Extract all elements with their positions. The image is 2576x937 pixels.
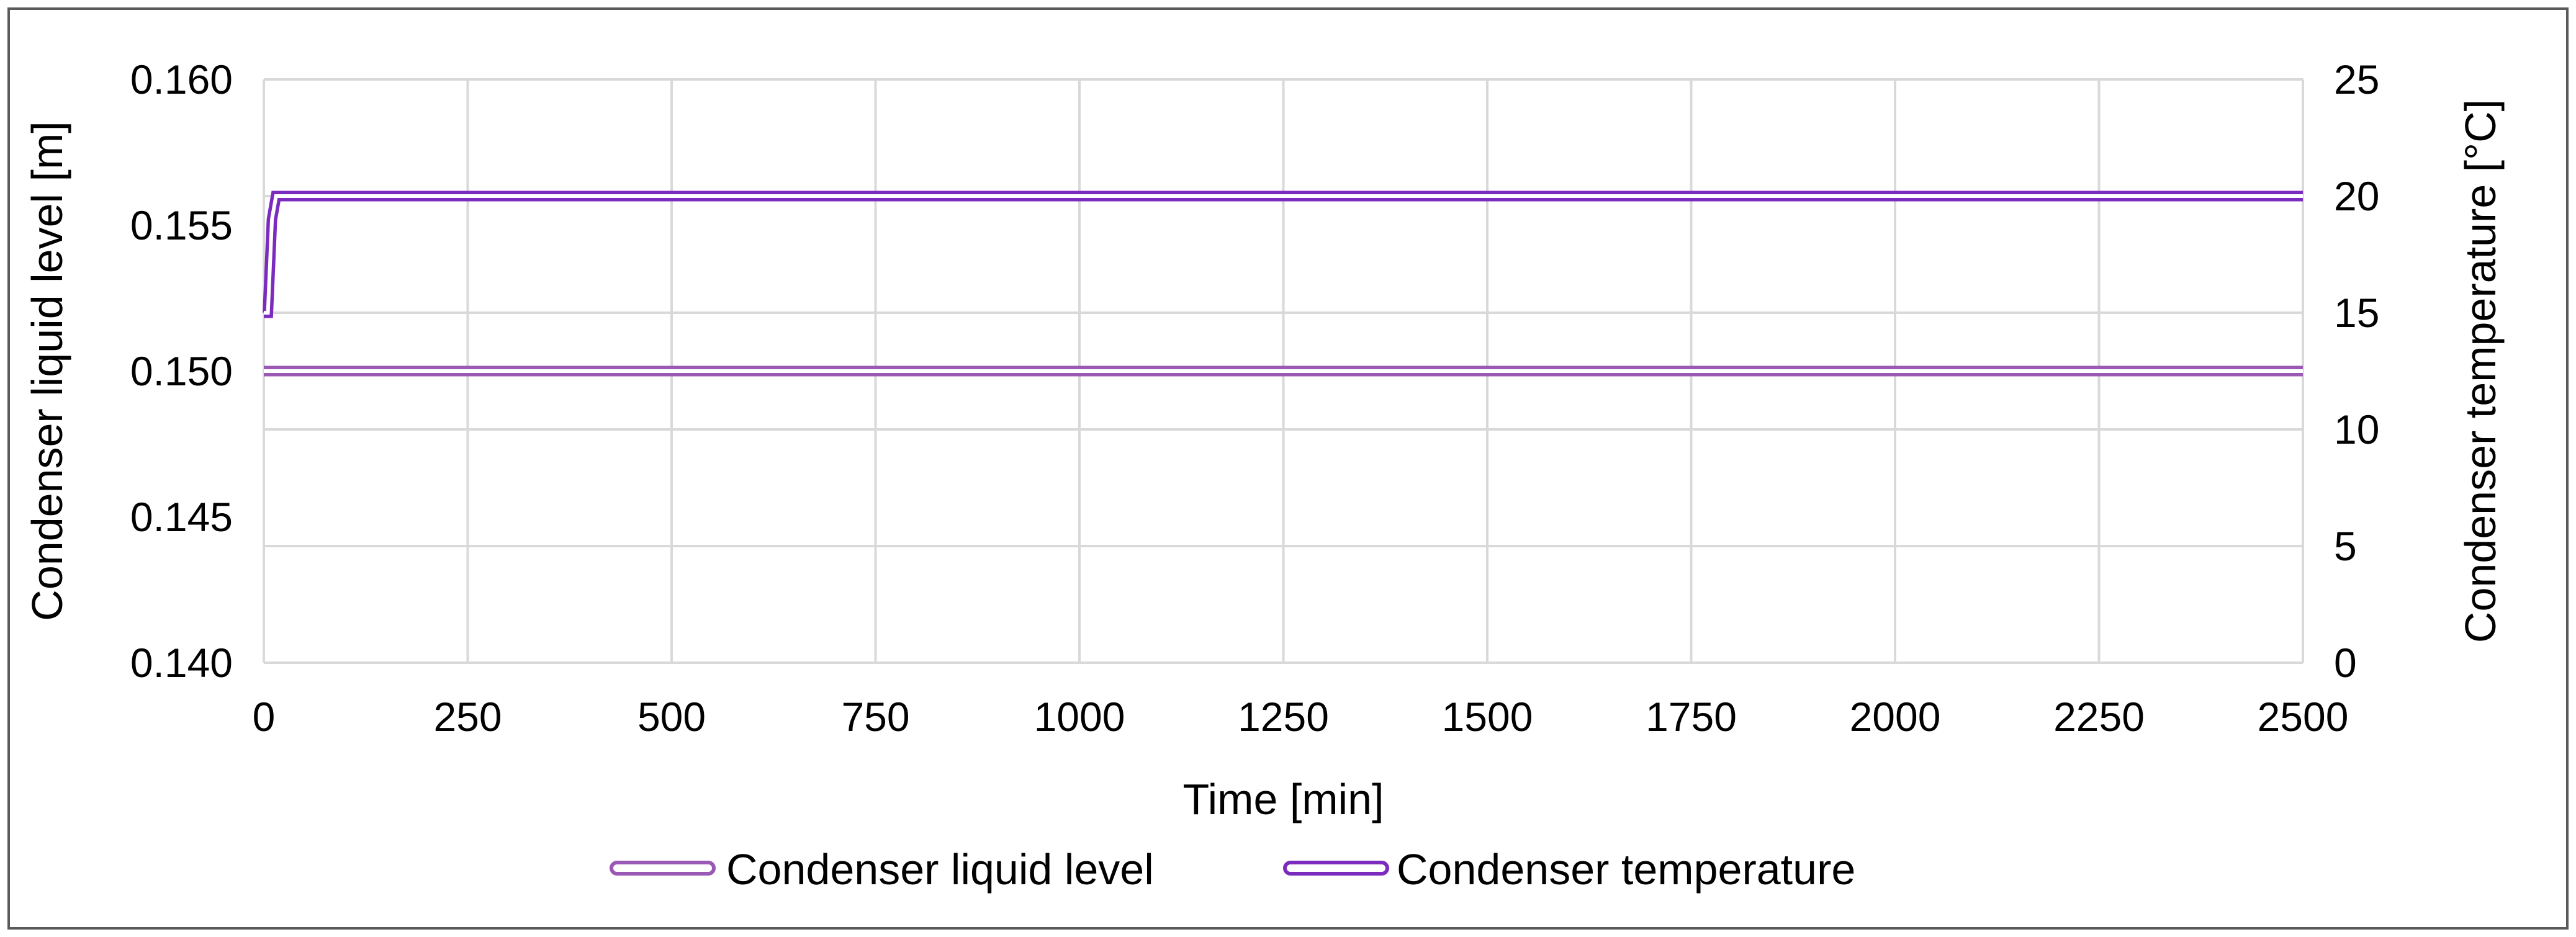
x-axis-title: Time [min]	[1182, 775, 1384, 823]
x-tick-label: 250	[433, 694, 502, 740]
x-tick-label: 2000	[1850, 694, 1941, 740]
y-left-tick-label: 0.145	[130, 494, 233, 540]
series-line-core-condenser-temperature	[264, 194, 2303, 315]
ticks-layer: 0 250 500 750 1000 1250 1500 1750 2000 2250 2500 0 5…	[130, 56, 2380, 740]
x-tick-label: 1500	[1442, 694, 1533, 740]
x-tick-label: 750	[841, 694, 909, 740]
chart-border	[7, 7, 2569, 930]
series-layer	[263, 191, 2303, 377]
x-tick-label: 1000	[1034, 694, 1125, 740]
legend-item-condenser-temperature: Condenser temperature	[1283, 845, 1855, 894]
y-right-tick-label: 5	[2334, 523, 2357, 569]
y-right-tick-label: 20	[2334, 173, 2379, 219]
y-right-tick-label: 0	[2334, 640, 2357, 686]
y-right-tick-label: 10	[2334, 406, 2379, 452]
y-right-tick-label: 25	[2334, 56, 2379, 102]
y-left-tick-label: 0.155	[130, 202, 233, 248]
legend-swatch-liquid-level	[610, 861, 716, 876]
legend-item-condenser-liquid-level: Condenser liquid level	[610, 845, 1154, 894]
y-axis-left-title: Condenser liquid level [m]	[23, 121, 71, 621]
legend-swatch-temperature	[1283, 861, 1389, 876]
y-left-tick-label: 0.140	[130, 640, 233, 686]
legend-label-temperature: Condenser temperature	[1397, 845, 1855, 894]
x-tick-label: 2500	[2258, 694, 2349, 740]
legend-label-liquid-level: Condenser liquid level	[726, 845, 1154, 894]
x-tick-label: 2250	[2053, 694, 2145, 740]
y-left-tick-label: 0.160	[130, 56, 233, 102]
x-tick-label: 0	[253, 694, 276, 740]
y-left-tick-label: 0.150	[130, 348, 233, 394]
x-tick-label: 1250	[1238, 694, 1329, 740]
y-axis-right-title: Condenser temperature [°C]	[2456, 99, 2505, 643]
legend: Condenser liquid level Condenser tempera…	[610, 845, 1855, 894]
y-right-tick-label: 15	[2334, 290, 2379, 336]
x-tick-label: 1750	[1646, 694, 1737, 740]
x-tick-label: 500	[637, 694, 706, 740]
